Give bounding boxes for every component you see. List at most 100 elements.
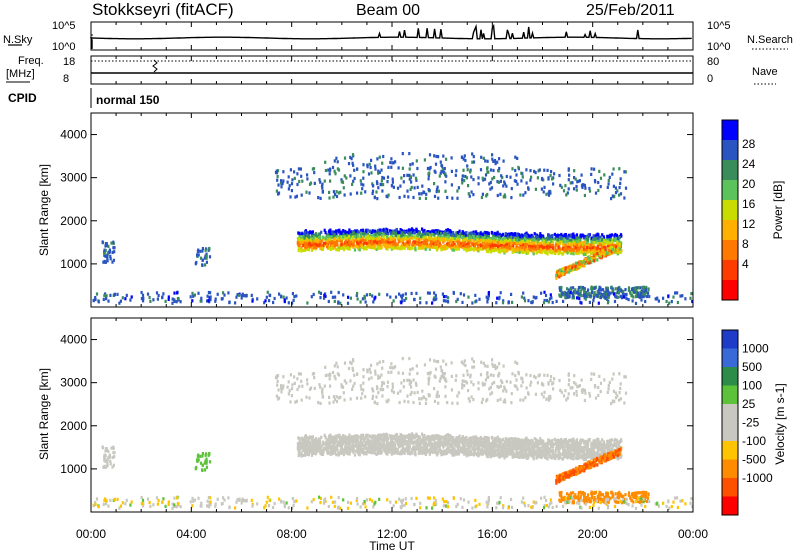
power-cell	[491, 236, 494, 240]
power-cell	[548, 245, 552, 249]
power-cell	[545, 239, 548, 243]
power-cell	[449, 229, 452, 233]
power-cell	[615, 295, 618, 299]
power-cell	[572, 252, 575, 256]
power-cell	[324, 294, 327, 298]
power-cell	[106, 254, 109, 258]
power-cell	[382, 235, 385, 239]
power-cell	[470, 190, 473, 194]
power-cell	[607, 238, 610, 242]
power-cell	[585, 242, 588, 247]
power-cell	[662, 296, 665, 300]
power-cell	[496, 248, 499, 252]
power-cell	[514, 168, 517, 173]
power-cell	[528, 236, 531, 240]
power-cell	[321, 247, 325, 251]
power-cell	[619, 294, 622, 298]
colorbar-swatch	[722, 160, 738, 181]
power-cell	[584, 186, 587, 190]
power-cell	[676, 291, 679, 295]
power-cell	[580, 287, 583, 292]
power-cell	[644, 299, 647, 304]
power-cell	[577, 292, 580, 296]
power-cell	[297, 247, 300, 251]
power-cell	[410, 246, 413, 250]
power-cell	[359, 240, 362, 244]
power-cell	[591, 257, 594, 261]
power-cell	[580, 260, 583, 265]
power-cell	[624, 186, 628, 190]
power-cell	[593, 167, 596, 171]
power-cell	[657, 299, 660, 303]
power-cell	[277, 192, 280, 196]
power-cell	[501, 301, 505, 305]
power-cell	[336, 160, 339, 164]
power-cell	[586, 288, 590, 292]
power-cell	[521, 239, 524, 244]
power-cell	[566, 242, 570, 246]
colorbar-tick-label: 12	[742, 217, 756, 231]
power-cell	[563, 272, 566, 276]
power-cell	[335, 194, 339, 199]
date-title: 25/Feb/2011	[586, 2, 675, 19]
power-cell	[456, 297, 459, 301]
power-cell	[440, 245, 443, 249]
ytick-label: 2000	[60, 214, 87, 228]
power-cell	[513, 179, 516, 183]
power-cell	[410, 180, 413, 184]
power-heatmap-cells	[92, 152, 694, 305]
power-cell	[562, 299, 565, 303]
power-cell	[463, 247, 466, 251]
power-cell	[607, 292, 610, 297]
velocity-cell	[306, 435, 309, 440]
power-cell	[615, 245, 618, 249]
power-cell	[608, 175, 611, 179]
power-cell	[456, 244, 459, 248]
power-cell	[593, 253, 596, 257]
power-cell	[221, 297, 224, 301]
velocity-cell	[308, 443, 311, 447]
power-cell	[601, 251, 604, 255]
power-cell	[380, 238, 383, 242]
power-cell	[588, 292, 591, 296]
power-cell	[575, 267, 578, 271]
power-cell	[541, 234, 545, 238]
power-cell	[379, 183, 383, 187]
power-cell	[529, 169, 532, 173]
power-cell	[208, 247, 211, 251]
power-cell	[405, 241, 408, 245]
power-cell	[361, 297, 364, 301]
power-cell	[352, 179, 355, 183]
power-cell	[597, 301, 600, 305]
power-cell	[514, 237, 517, 242]
power-cell	[568, 292, 571, 296]
power-cell	[204, 248, 207, 252]
power-cell	[471, 301, 474, 305]
power-cell	[536, 176, 539, 180]
power-cell	[574, 265, 577, 269]
power-cell	[377, 171, 380, 175]
power-cell	[618, 167, 621, 171]
power-cell	[571, 294, 575, 298]
power-cell	[587, 261, 590, 265]
power-cell	[574, 261, 577, 265]
power-cell	[251, 297, 254, 301]
power-cell	[344, 241, 347, 245]
power-cell	[322, 235, 325, 239]
power-cell	[641, 285, 644, 289]
power-cell	[595, 233, 598, 237]
power-cell	[452, 231, 455, 235]
power-cell	[411, 242, 414, 246]
power-cell	[358, 244, 361, 248]
velocity-cell	[302, 453, 305, 457]
power-cell	[575, 248, 578, 252]
power-cell	[487, 297, 490, 301]
power-cell	[498, 233, 501, 237]
power-cell	[556, 240, 559, 244]
power-cell	[378, 232, 381, 236]
power-cell	[501, 244, 504, 248]
power-cell	[333, 299, 336, 303]
power-cell	[288, 184, 291, 188]
power-cell	[571, 266, 574, 270]
power-cell	[205, 260, 208, 264]
